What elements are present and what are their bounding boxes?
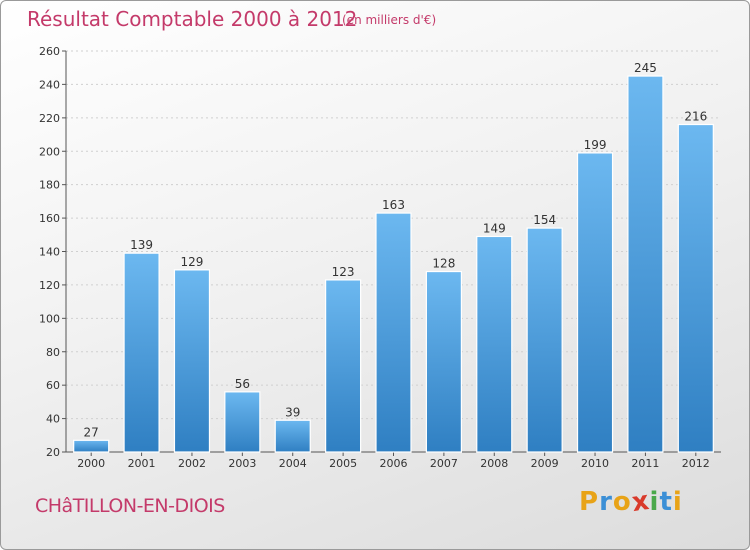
chart-subtitle: (en milliers d'€) bbox=[342, 13, 437, 27]
x-tick-label-2002: 2002 bbox=[178, 457, 206, 470]
bar-2003 bbox=[224, 391, 261, 453]
bar-2000 bbox=[73, 439, 110, 453]
data-label-2001: 139 bbox=[130, 238, 153, 252]
y-tick-label: 240 bbox=[39, 78, 60, 91]
bar-2001 bbox=[123, 252, 160, 453]
x-tick-label-2010: 2010 bbox=[581, 457, 609, 470]
bar-2012 bbox=[677, 123, 714, 453]
chart-title: Résultat Comptable 2000 à 2012 bbox=[27, 7, 358, 31]
logo-letter: P bbox=[579, 487, 600, 517]
data-label-2002: 129 bbox=[181, 255, 204, 269]
y-tick-label: 60 bbox=[46, 379, 60, 392]
bar-2002 bbox=[173, 269, 211, 453]
data-label-2008: 149 bbox=[483, 221, 506, 235]
bar-2008 bbox=[476, 235, 513, 453]
y-tick-label: 80 bbox=[46, 346, 60, 359]
data-label-2003: 56 bbox=[235, 377, 250, 391]
x-tick-label-2001: 2001 bbox=[128, 457, 156, 470]
bars bbox=[73, 75, 714, 453]
data-label-2005: 123 bbox=[332, 265, 355, 279]
labels: 20 40 60 80 100 120 140 160 180 200 220 240 260 27 200… bbox=[39, 45, 710, 470]
y-tick-label: 100 bbox=[39, 312, 60, 325]
bar-2009 bbox=[526, 227, 563, 453]
bar-2010 bbox=[576, 152, 614, 453]
y-tick-label: 220 bbox=[39, 112, 60, 125]
x-tick-label-2009: 2009 bbox=[531, 457, 559, 470]
y-tick-label: 140 bbox=[39, 246, 60, 259]
town-name: CHâTILLON-EN-DIOIS bbox=[35, 495, 225, 517]
data-label-2011: 245 bbox=[634, 61, 657, 75]
bar-2006 bbox=[375, 212, 412, 453]
x-tick-label-2000: 2000 bbox=[77, 457, 105, 470]
x-tick-label-2006: 2006 bbox=[380, 457, 408, 470]
data-label-2009: 154 bbox=[533, 213, 556, 227]
x-tick-label-2005: 2005 bbox=[329, 457, 357, 470]
data-label-2000: 27 bbox=[84, 425, 99, 439]
x-tick-label-2008: 2008 bbox=[480, 457, 508, 470]
x-tick-label-2003: 2003 bbox=[228, 457, 256, 470]
data-label-2006: 163 bbox=[382, 198, 405, 212]
x-tick-label-2011: 2011 bbox=[631, 457, 659, 470]
logo-letter: t bbox=[659, 487, 673, 517]
bar-2005 bbox=[325, 279, 362, 453]
y-tick-label: 120 bbox=[39, 279, 60, 292]
y-tick-label: 200 bbox=[39, 145, 60, 158]
y-tick-label: 20 bbox=[46, 446, 60, 459]
logo-letter: i bbox=[649, 487, 660, 517]
x-tick-label-2004: 2004 bbox=[279, 457, 307, 470]
data-label-2007: 128 bbox=[432, 257, 455, 271]
proxiti-logo: Proxiti bbox=[579, 485, 683, 519]
y-tick-label: 160 bbox=[39, 212, 60, 225]
x-tick-label-2007: 2007 bbox=[430, 457, 458, 470]
logo-letter: o bbox=[612, 487, 632, 517]
y-tick-label: 40 bbox=[46, 413, 60, 426]
data-label-2012: 216 bbox=[684, 110, 707, 124]
logo-letter: r bbox=[599, 487, 613, 517]
bar-2004 bbox=[274, 419, 311, 453]
logo-letter: i bbox=[672, 487, 683, 517]
data-label-2004: 39 bbox=[285, 405, 300, 419]
y-tick-label: 180 bbox=[39, 179, 60, 192]
data-label-2010: 199 bbox=[584, 138, 607, 152]
bar-2011 bbox=[627, 75, 664, 453]
y-tick-label: 260 bbox=[39, 45, 60, 58]
logo-letter: x bbox=[629, 485, 652, 519]
bar-2007 bbox=[425, 270, 462, 453]
x-tick-label-2012: 2012 bbox=[682, 457, 710, 470]
